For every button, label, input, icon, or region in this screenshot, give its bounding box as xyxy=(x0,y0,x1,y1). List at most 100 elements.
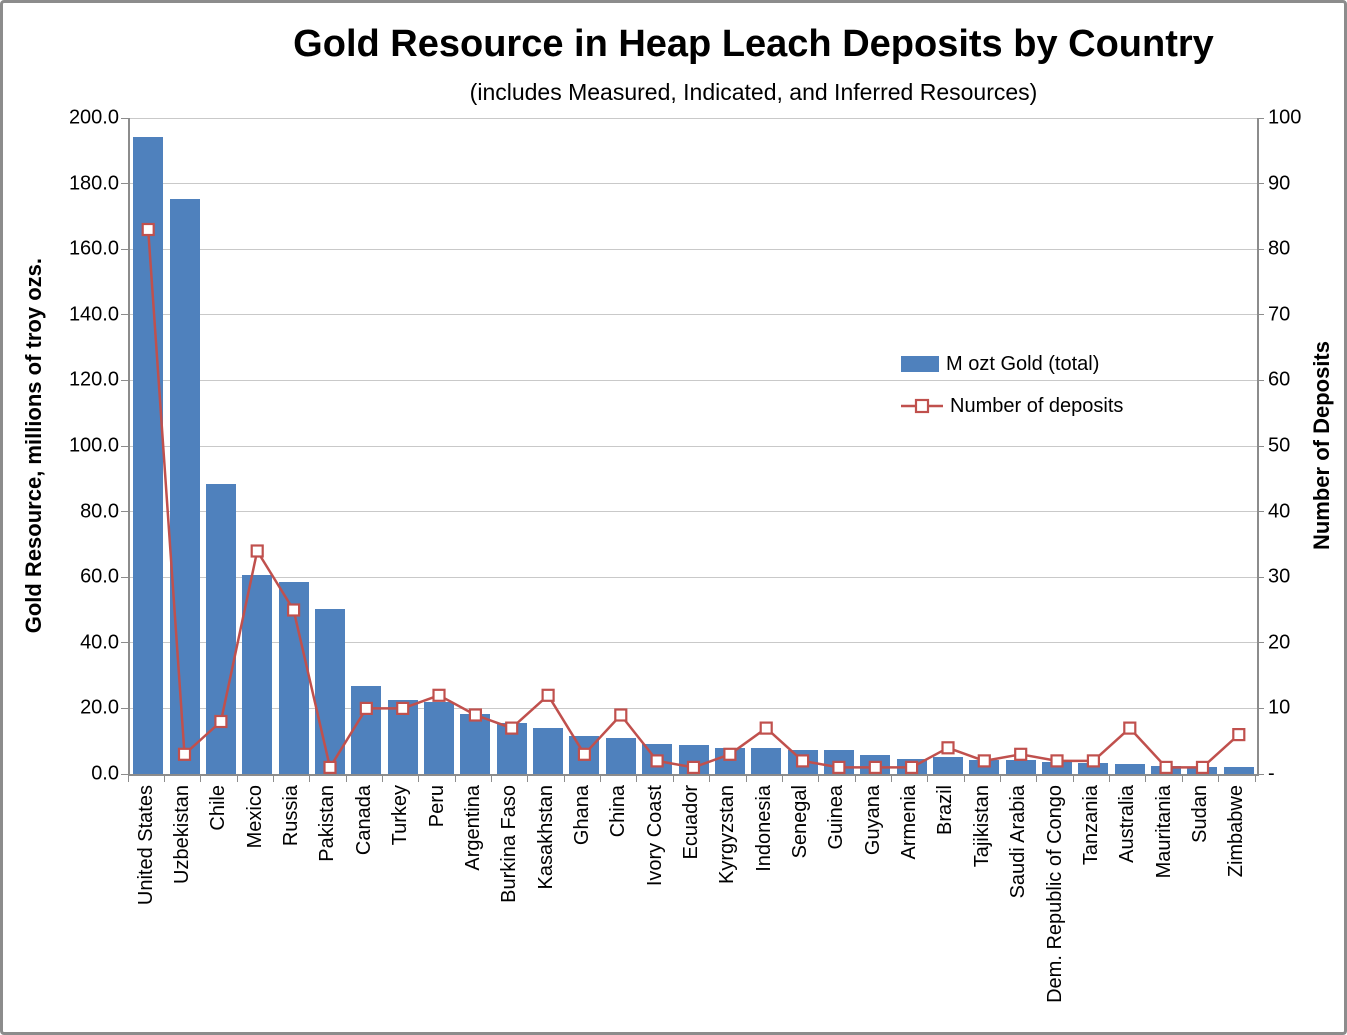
right-y-tick-label: 40 xyxy=(1268,500,1291,523)
category-axis-tickmark xyxy=(1072,776,1074,782)
category-axis-tickmark xyxy=(1181,776,1183,782)
legend-line-marker-sample xyxy=(901,397,943,415)
left-axis-tickmark xyxy=(121,707,128,709)
left-y-tick-label: 100.0 xyxy=(68,434,119,457)
category-axis-tickmark xyxy=(163,776,165,782)
category-label: Argentina xyxy=(461,785,484,871)
left-axis-tickmark xyxy=(121,314,128,316)
bar xyxy=(314,609,345,774)
category-axis-tickmark xyxy=(309,776,311,782)
bar xyxy=(1114,764,1145,774)
category-label: Turkey xyxy=(389,785,412,846)
line-marker xyxy=(1123,721,1137,735)
category-axis-tickmark xyxy=(563,776,565,782)
bar xyxy=(569,735,600,774)
gridline xyxy=(130,511,1257,513)
category-axis-tickmark xyxy=(1218,776,1220,782)
category-axis-tickmark xyxy=(200,776,202,782)
category-label: Australia xyxy=(1116,785,1139,863)
right-axis-tickmark xyxy=(1257,707,1264,709)
bar xyxy=(823,750,854,774)
category-axis-tickmark xyxy=(963,776,965,782)
category-label: Kyrgyzstan xyxy=(716,785,739,884)
left-axis-tickmark xyxy=(121,511,128,513)
category-axis-tickmark xyxy=(890,776,892,782)
right-y-tick-label: - xyxy=(1268,762,1275,785)
bar xyxy=(205,484,236,774)
category-axis-tickmark xyxy=(781,776,783,782)
category-axis-tickmark xyxy=(1254,776,1256,782)
category-label: Russia xyxy=(280,785,303,847)
legend-item-line: Number of deposits xyxy=(901,393,1123,419)
right-axis-tickmark xyxy=(1257,511,1264,513)
chart-title: Gold Resource in Heap Leach Deposits by … xyxy=(293,23,1214,65)
bar xyxy=(169,199,200,774)
left-y-tick-label: 200.0 xyxy=(68,106,119,129)
left-y-tick-label: 160.0 xyxy=(68,237,119,260)
category-label: Guyana xyxy=(861,785,884,856)
legend-bar-label: M ozt Gold (total) xyxy=(946,352,1100,375)
category-label: Sudan xyxy=(1188,785,1211,843)
gridline xyxy=(130,117,1257,119)
bar xyxy=(1042,761,1073,774)
category-label: Mexico xyxy=(243,785,266,849)
right-y-tick-label: 60 xyxy=(1268,368,1291,391)
bar xyxy=(278,582,309,774)
category-label: Pakistan xyxy=(316,785,339,862)
bar xyxy=(642,744,673,774)
category-axis-tickmark xyxy=(381,776,383,782)
bar xyxy=(1187,767,1218,774)
right-y-tick-label: 10 xyxy=(1268,696,1291,719)
category-axis-tickmark xyxy=(345,776,347,782)
category-label: Burkina Faso xyxy=(498,785,521,903)
category-label: Guinea xyxy=(825,785,848,850)
category-axis-tickmark xyxy=(1036,776,1038,782)
category-label: Peru xyxy=(425,785,448,828)
category-label: Kasakhstan xyxy=(534,785,557,890)
category-label: Mauritania xyxy=(1152,785,1175,879)
category-label: Senegal xyxy=(789,785,812,859)
legend-item-bars: M ozt Gold (total) xyxy=(901,351,1123,377)
category-axis-tickmark xyxy=(927,776,929,782)
bar xyxy=(969,759,1000,774)
line-marker xyxy=(1232,727,1246,742)
left-y-tick-label: 60.0 xyxy=(80,565,119,588)
gridline xyxy=(130,314,1257,316)
bar xyxy=(1151,766,1182,774)
bar xyxy=(387,699,418,774)
left-axis-tickmark xyxy=(121,642,128,644)
category-axis-tickmark xyxy=(1145,776,1147,782)
gridline xyxy=(130,445,1257,447)
category-axis-tickmark xyxy=(127,776,129,782)
bar xyxy=(496,723,527,774)
left-y-tick-label: 120.0 xyxy=(68,368,119,391)
left-axis-tickmark xyxy=(121,576,128,578)
category-axis-tickmark xyxy=(600,776,602,782)
legend-line-label: Number of deposits xyxy=(950,394,1124,417)
left-axis-tickmark xyxy=(121,117,128,119)
category-axis-tickmark xyxy=(454,776,456,782)
right-axis-title-area: Number of Deposits xyxy=(1305,118,1339,774)
category-label: Brazil xyxy=(934,785,957,836)
bar xyxy=(751,748,782,774)
left-axis-tickmark xyxy=(121,183,128,185)
bar xyxy=(896,758,927,774)
category-axis-tickmark xyxy=(745,776,747,782)
left-y-tick-label: 0.0 xyxy=(91,762,119,785)
category-label: China xyxy=(607,785,630,838)
left-axis-tickmark xyxy=(121,379,128,381)
category-label: Uzbekistan xyxy=(171,785,194,884)
right-axis-tickmark xyxy=(1257,773,1264,775)
category-axis-tickmark xyxy=(709,776,711,782)
legend: M ozt Gold (total) Number of deposits xyxy=(901,351,1123,435)
bar xyxy=(242,574,273,774)
bar xyxy=(351,686,382,774)
line-marker xyxy=(1014,747,1028,761)
category-label: Saudi Arabia xyxy=(1007,785,1030,899)
category-label: Armenia xyxy=(898,785,921,860)
right-axis-tickmark xyxy=(1257,576,1264,578)
right-y-tick-label: 100 xyxy=(1268,106,1302,129)
category-axis-tickmark xyxy=(527,776,529,782)
chart-subtitle: (includes Measured, Indicated, and Infer… xyxy=(469,79,1038,105)
category-axis-tickmark xyxy=(491,776,493,782)
